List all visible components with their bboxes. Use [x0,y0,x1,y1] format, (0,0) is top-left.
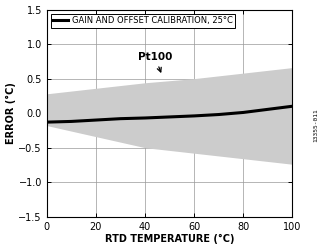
Text: 13355-011: 13355-011 [313,108,318,142]
Text: Pt100: Pt100 [138,52,172,72]
X-axis label: RTD TEMPERATURE (°C): RTD TEMPERATURE (°C) [105,234,234,244]
Legend: GAIN AND OFFSET CALIBRATION, 25°C: GAIN AND OFFSET CALIBRATION, 25°C [51,14,235,28]
Y-axis label: ERROR (°C): ERROR (°C) [5,82,16,144]
